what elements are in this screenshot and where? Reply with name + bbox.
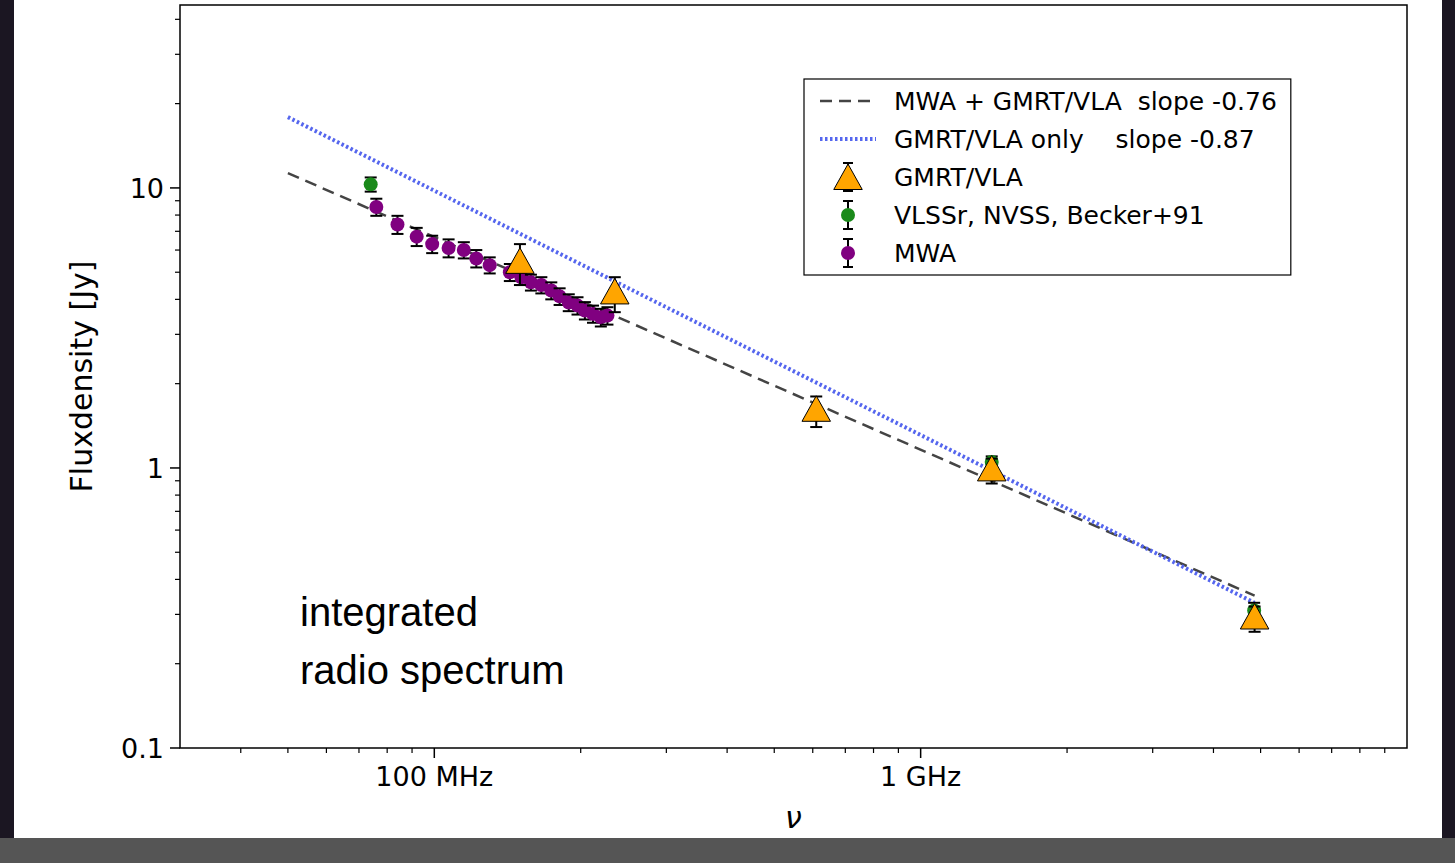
legend: MWA + GMRT/VLA slope -0.76 GMRT/VLA only … [804,79,1291,275]
error-bar-cap [470,249,482,251]
error-bar-cap [587,305,599,307]
x-tick-label: 100 MHz [375,761,493,792]
error-bar-cap [1249,631,1261,633]
data-point [410,230,424,244]
legend-swatch [843,238,853,240]
error-bar [470,250,482,267]
annotation: integrated radio spectrum [300,590,565,692]
x-axis-title: ν [785,800,802,835]
error-bar-cap [572,296,584,298]
error-bar-cap [443,238,455,240]
data-point [425,237,439,251]
error-bar-cap [370,198,382,200]
footer-bar [0,838,1455,863]
error-bar-cap [504,280,516,282]
legend-label: GMRT/VLA [894,163,1023,192]
error-bar-cap [595,326,607,328]
error-bar [601,307,613,324]
error-bar-cap [986,483,998,485]
error-bar [458,242,470,258]
data-point [601,278,630,304]
error-bar-cap [458,257,470,259]
y-tick [170,747,180,749]
y-tick [170,467,180,469]
error-bar-cap [484,272,496,274]
data-point [1240,604,1269,630]
chart-root: 100 MHz 1 GHz 0.1 1 10 ν Fluxdensity [Jy] integ… [0,0,1455,863]
data-point [469,251,483,265]
error-bar-cap [458,241,470,243]
legend-label: MWA + GMRT/VLA slope -0.76 [894,87,1277,116]
error-bar-cap [370,215,382,217]
legend-swatch [834,164,863,190]
data-point [364,177,378,191]
data-point [483,258,497,272]
x-tick [434,748,436,758]
error-bar [365,177,377,191]
y-tick-label: 1 [147,453,164,484]
legend-label: GMRT/VLA only slope -0.87 [894,125,1255,154]
error-bar-cap [470,266,482,268]
error-bar-cap [545,281,557,283]
y-tick [170,187,180,189]
y-tick-label: 0.1 [121,733,164,764]
legend-swatch [820,137,876,141]
x-tick-label: 1 GHz [880,761,961,792]
error-bar-cap [426,235,438,237]
error-bar-cap [391,215,403,217]
series-2 [506,244,1269,632]
data-point [369,200,383,214]
error-bar-cap [601,306,613,308]
error-bar-cap [609,311,621,313]
legend-swatch [843,200,853,202]
error-bar-cap [535,276,547,278]
x-tick [920,748,922,758]
error-bar-cap [554,287,566,289]
error-bar-cap [810,426,822,428]
data-point [977,455,1006,481]
error-bar-cap [411,245,423,247]
background [0,0,1455,863]
legend-swatch [843,266,853,268]
error-bar [484,257,496,273]
error-bar-cap [411,227,423,229]
axes: 100 MHz 1 GHz 0.1 1 10 [121,19,1385,792]
error-bar [426,236,438,253]
legend-label: MWA [894,239,956,268]
legend-swatch [841,208,855,222]
data-point [457,243,471,257]
legend-swatch [841,246,855,260]
error-bar-cap [514,284,526,286]
series-4 [369,199,614,327]
legend-box [804,79,1291,275]
annotation-text: radio spectrum [300,648,565,692]
error-bar-cap [563,293,575,295]
y-tick-label: 10 [130,173,164,204]
error-bar [370,199,382,216]
data-point [390,218,404,232]
error-bar-cap [579,301,591,303]
error-bar [391,216,403,234]
error-bar-cap [525,290,537,292]
error-bar [443,239,455,257]
error-bar-cap [514,243,526,245]
plot-frame [180,5,1407,748]
annotation-text: integrated [300,590,478,634]
y-axis-title: Fluxdensity [Jy] [64,261,99,493]
legend-swatch [843,190,853,192]
chart-panel [14,0,1442,838]
data-point [442,241,456,255]
error-bar-cap [484,256,496,258]
error-bar-cap [391,233,403,235]
error-bar [411,228,423,246]
error-bar-cap [426,252,438,254]
error-bar-cap [443,256,455,258]
legend-swatch [843,228,853,230]
data-point [802,396,831,422]
error-bar-cap [601,324,613,326]
legend-label: VLSSr, NVSS, Becker+91 [894,201,1205,230]
data-point [506,248,535,274]
data-point [600,309,614,323]
legend-swatch [820,100,876,103]
